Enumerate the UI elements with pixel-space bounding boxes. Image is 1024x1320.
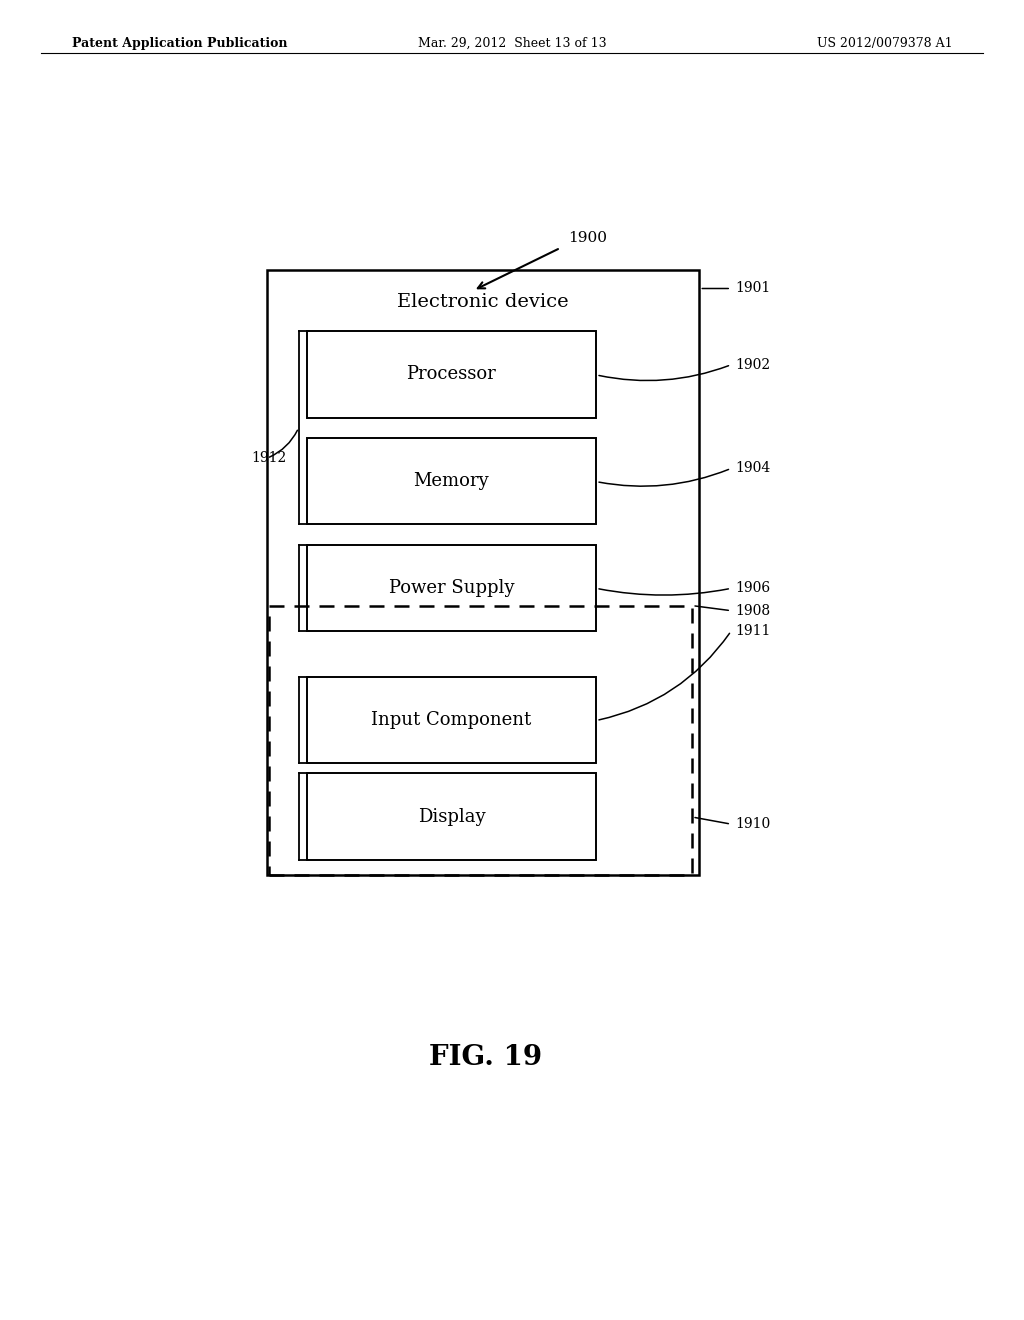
Bar bbox=[306, 774, 596, 859]
Text: Memory: Memory bbox=[414, 473, 489, 490]
Text: Mar. 29, 2012  Sheet 13 of 13: Mar. 29, 2012 Sheet 13 of 13 bbox=[418, 37, 606, 50]
Text: Processor: Processor bbox=[407, 366, 497, 383]
Text: Display: Display bbox=[418, 808, 485, 825]
Bar bbox=[269, 606, 692, 875]
Bar bbox=[306, 545, 596, 631]
Text: 1911: 1911 bbox=[735, 624, 770, 638]
Text: 1904: 1904 bbox=[735, 462, 770, 475]
Text: Electronic device: Electronic device bbox=[397, 293, 569, 310]
Text: Input Component: Input Component bbox=[372, 711, 531, 729]
Text: FIG. 19: FIG. 19 bbox=[429, 1044, 542, 1072]
Text: Patent Application Publication: Patent Application Publication bbox=[72, 37, 287, 50]
Text: 1912: 1912 bbox=[251, 451, 287, 465]
Bar bbox=[306, 677, 596, 763]
Bar bbox=[306, 438, 596, 524]
Text: 1900: 1900 bbox=[568, 231, 607, 244]
Bar bbox=[306, 331, 596, 417]
Text: 1910: 1910 bbox=[735, 817, 770, 832]
Text: 1902: 1902 bbox=[735, 358, 770, 372]
Text: Power Supply: Power Supply bbox=[389, 579, 514, 597]
Text: US 2012/0079378 A1: US 2012/0079378 A1 bbox=[817, 37, 952, 50]
Bar bbox=[267, 271, 699, 875]
Text: 1901: 1901 bbox=[735, 281, 770, 296]
Text: 1908: 1908 bbox=[735, 603, 770, 618]
Text: 1906: 1906 bbox=[735, 581, 770, 595]
